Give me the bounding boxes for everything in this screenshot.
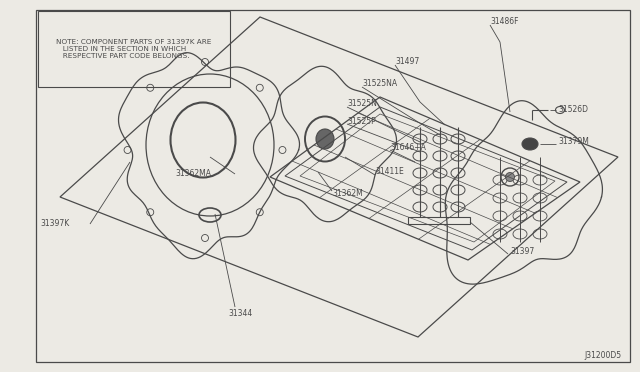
- Text: 31646+A: 31646+A: [390, 142, 426, 151]
- Text: 31379M: 31379M: [558, 138, 589, 147]
- Text: 31525P: 31525P: [347, 118, 376, 126]
- Text: 31362MA: 31362MA: [175, 170, 211, 179]
- Text: 31497: 31497: [395, 58, 419, 67]
- Ellipse shape: [506, 173, 515, 182]
- Ellipse shape: [522, 138, 538, 150]
- Text: 31486F: 31486F: [490, 17, 518, 26]
- Text: J31200D5: J31200D5: [585, 351, 622, 360]
- Text: 31362M: 31362M: [332, 189, 363, 199]
- Text: 31397: 31397: [510, 247, 534, 257]
- Text: 31525NA: 31525NA: [362, 80, 397, 89]
- Text: NOTE: COMPONENT PARTS OF 31397K ARE
   LISTED IN THE SECTION IN WHICH
   RESPECT: NOTE: COMPONENT PARTS OF 31397K ARE LIST…: [56, 39, 212, 59]
- Ellipse shape: [316, 129, 334, 149]
- Text: 31397K: 31397K: [40, 219, 69, 228]
- Text: 31411E: 31411E: [375, 167, 404, 176]
- Text: 31526D: 31526D: [558, 106, 588, 115]
- Bar: [38, 11, 230, 87]
- Text: 31344: 31344: [228, 310, 252, 318]
- Text: 31525N: 31525N: [347, 99, 377, 109]
